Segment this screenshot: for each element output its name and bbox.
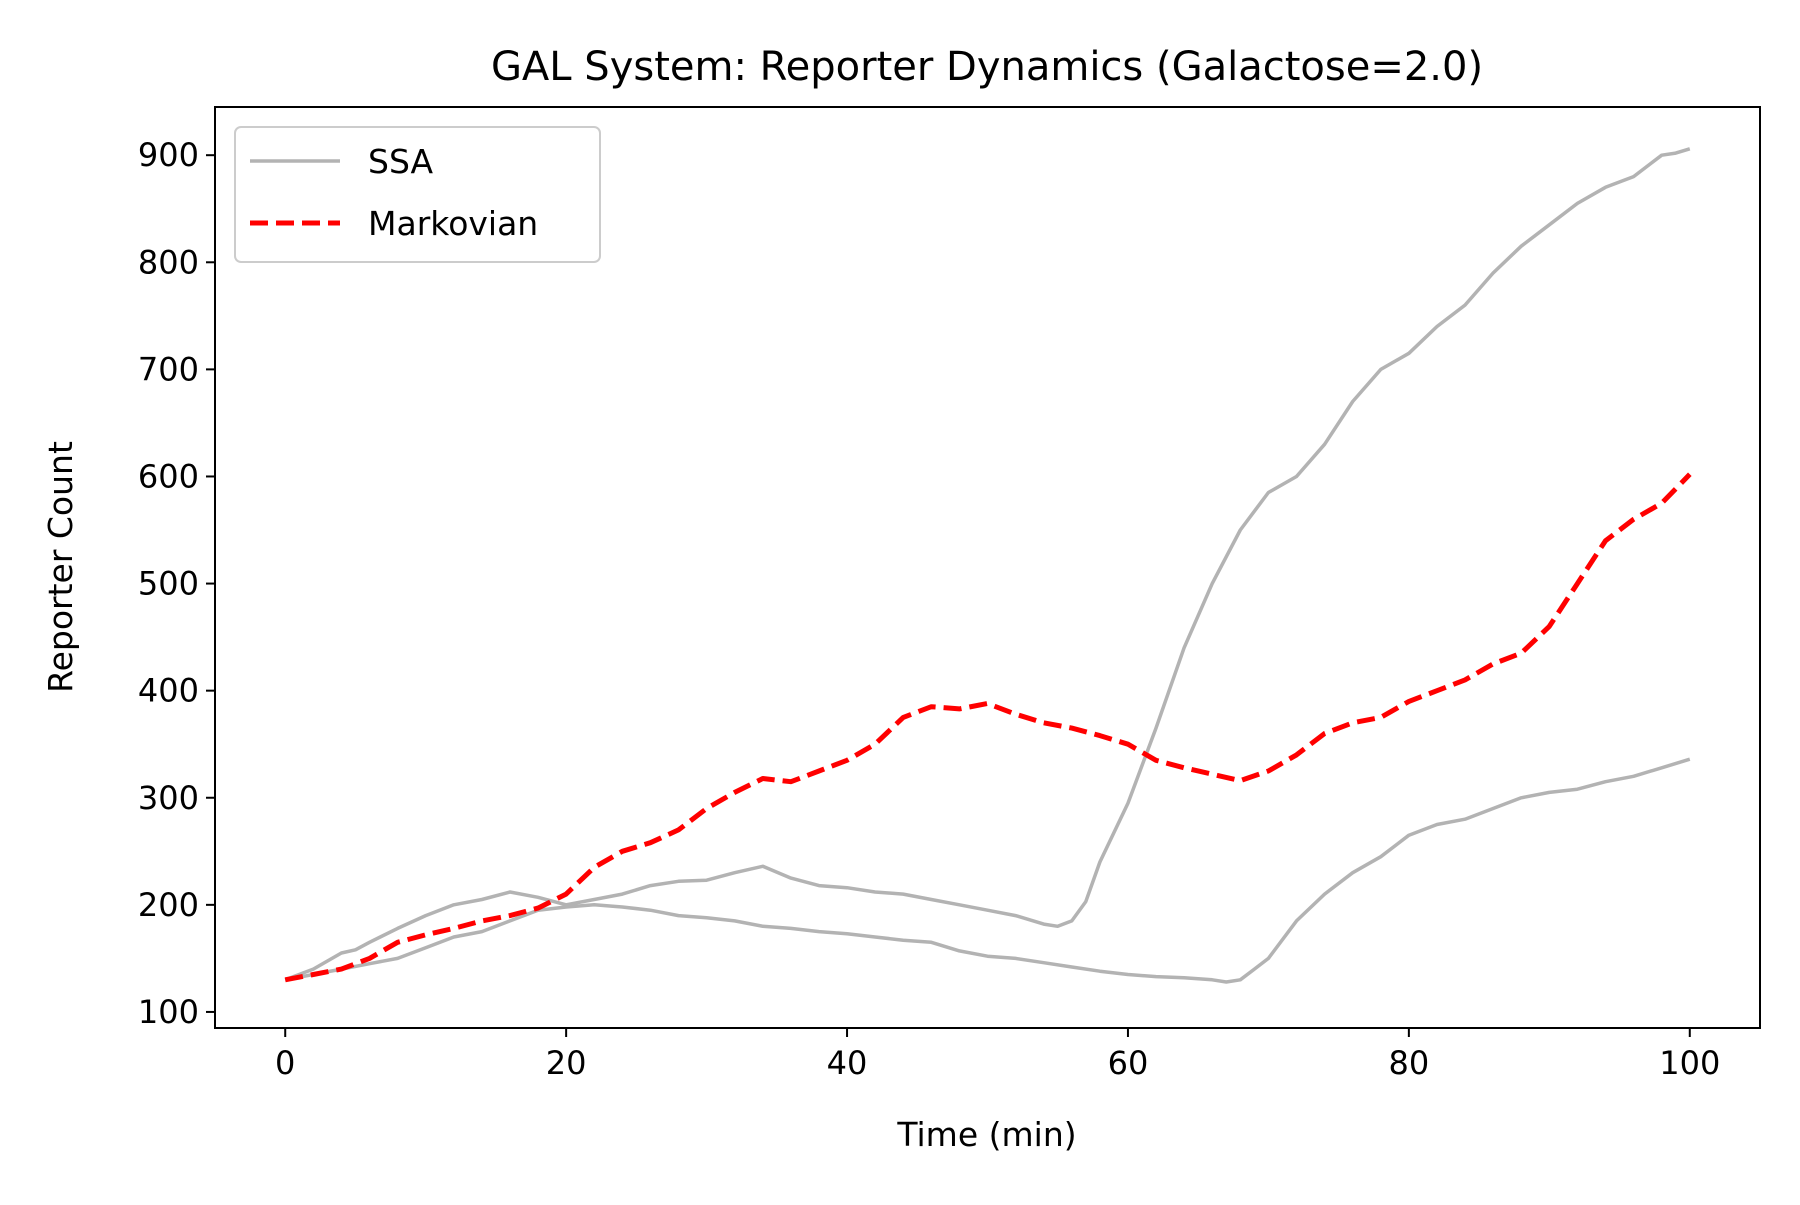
- y-tick-label: 300: [138, 779, 199, 817]
- x-axis-label: Time (min): [896, 1115, 1076, 1154]
- y-tick-label: 400: [138, 672, 199, 710]
- plot-frame: [214, 106, 1761, 1029]
- legend-label-markovian: Markovian: [368, 204, 538, 243]
- y-tick-label: 200: [138, 886, 199, 924]
- y-tick-label: 900: [138, 136, 199, 174]
- y-axis-label: Reporter Count: [41, 441, 80, 693]
- x-axis: 0 20 40 60 80 100: [275, 1028, 1720, 1082]
- x-tick-label: 100: [1659, 1044, 1720, 1082]
- x-tick-label: 0: [275, 1044, 295, 1082]
- y-tick-label: 100: [138, 993, 199, 1031]
- x-tick-label: 40: [827, 1044, 868, 1082]
- legend-label-ssa: SSA: [368, 142, 434, 181]
- legend: SSA Markovian: [234, 126, 601, 263]
- y-tick-label: 700: [138, 350, 199, 388]
- y-axis: 100 200 300 400 500 600 700 800 900: [138, 136, 215, 1031]
- x-tick-label: 20: [546, 1044, 587, 1082]
- y-tick-label: 800: [138, 243, 199, 281]
- x-tick-label: 60: [1108, 1044, 1149, 1082]
- series-line-markovian-2: [284, 472, 1692, 983]
- y-tick-label: 500: [138, 565, 199, 603]
- chart-title: GAL System: Reporter Dynamics (Galactose…: [491, 44, 1483, 90]
- series-line-ssa-1: [284, 757, 1691, 984]
- y-tick-label: 600: [138, 457, 199, 495]
- x-tick-label: 80: [1389, 1044, 1430, 1082]
- series-line-ssa-0: [284, 147, 1691, 982]
